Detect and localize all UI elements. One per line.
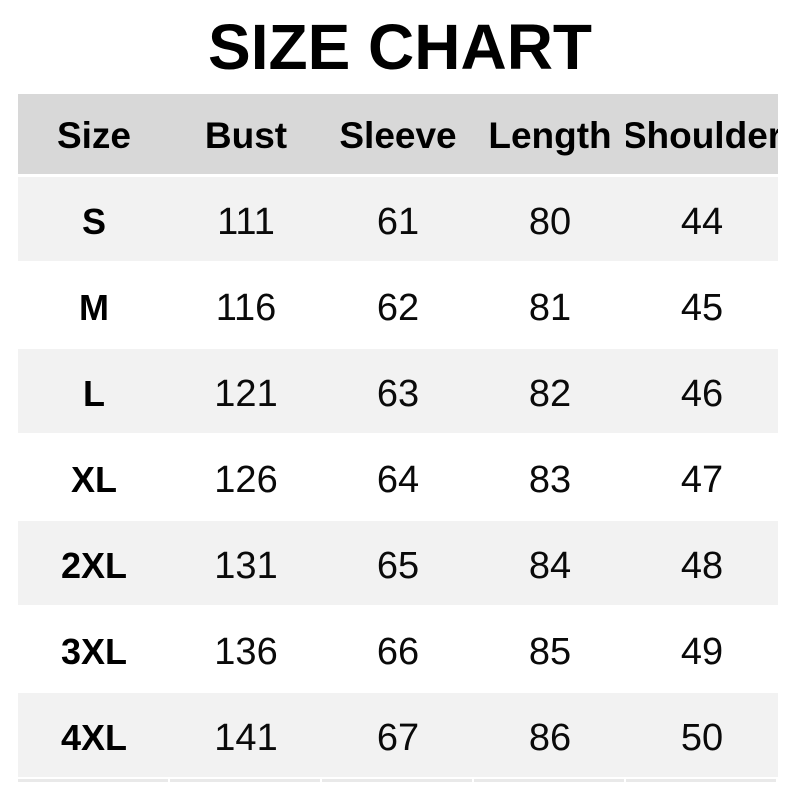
bust-value-cell: 121 (214, 372, 278, 415)
sleeve-value-cell: 61 (376, 200, 420, 243)
size-label-cell: 3XL (60, 631, 128, 672)
bottom-sliver-segment (322, 779, 472, 782)
table-row-3xl: 3XL 136 66 85 49 (18, 607, 778, 691)
table-row-l: L 121 63 82 46 (18, 349, 778, 433)
table-row-4xl: 4XL 141 67 86 50 (18, 693, 778, 777)
sleeve-value-cell: 62 (376, 286, 420, 329)
column-header-shoulder: Shoulder (626, 115, 778, 156)
shoulder-value-cell: 50 (680, 716, 724, 759)
table-row-s: S 111 61 80 44 (18, 177, 778, 261)
column-header-bust: Bust (204, 115, 288, 156)
bust-value-cell: 131 (214, 544, 278, 587)
table-row-2xl: 2XL 131 65 84 48 (18, 521, 778, 605)
bottom-sliver-segment (170, 779, 320, 782)
shoulder-value-cell: 48 (680, 544, 724, 587)
column-header-size: Size (56, 115, 132, 156)
page-title: SIZE CHART (208, 11, 592, 83)
size-chart-table: Size Bust Sleeve Length Shoulder S 111 6… (18, 94, 778, 782)
bottom-row-sliver (18, 779, 778, 782)
column-header-length: Length (488, 115, 612, 156)
bottom-sliver-segment (626, 779, 776, 782)
size-label-cell: XL (70, 459, 117, 500)
size-label-cell: S (81, 201, 106, 242)
bust-value-cell: 111 (217, 200, 275, 243)
shoulder-value-cell: 46 (680, 372, 724, 415)
length-value-cell: 85 (528, 630, 572, 673)
size-label-cell: M (79, 287, 109, 328)
sleeve-value-cell: 63 (376, 372, 420, 415)
header-row: Size Bust Sleeve Length Shoulder (18, 94, 778, 174)
shoulder-value-cell: 49 (680, 630, 724, 673)
length-value-cell: 82 (528, 372, 572, 415)
bottom-sliver-segment (474, 779, 624, 782)
column-header-sleeve: Sleeve (339, 115, 457, 156)
length-value-cell: 83 (528, 458, 572, 501)
sleeve-value-cell: 67 (376, 716, 420, 759)
sleeve-value-cell: 64 (376, 458, 420, 501)
sleeve-value-cell: 66 (376, 630, 420, 673)
size-label-cell: 4XL (60, 717, 128, 758)
table-row-xl: XL 126 64 83 47 (18, 435, 778, 519)
shoulder-value-cell: 47 (680, 458, 724, 501)
bust-value-cell: 141 (214, 716, 278, 759)
size-label-cell: 2XL (60, 545, 128, 586)
table-row-m: M 116 62 81 45 (18, 263, 778, 347)
sleeve-value-cell: 65 (376, 544, 420, 587)
length-value-cell: 80 (528, 200, 572, 243)
bust-value-cell: 116 (215, 286, 277, 329)
length-value-cell: 81 (528, 286, 572, 329)
bottom-sliver-segment (18, 779, 168, 782)
shoulder-value-cell: 45 (680, 286, 724, 329)
length-value-cell: 84 (528, 544, 572, 587)
shoulder-value-cell: 44 (680, 200, 724, 243)
bust-value-cell: 126 (214, 458, 278, 501)
bust-value-cell: 136 (214, 630, 278, 673)
size-label-cell: L (83, 373, 105, 414)
length-value-cell: 86 (528, 716, 572, 759)
